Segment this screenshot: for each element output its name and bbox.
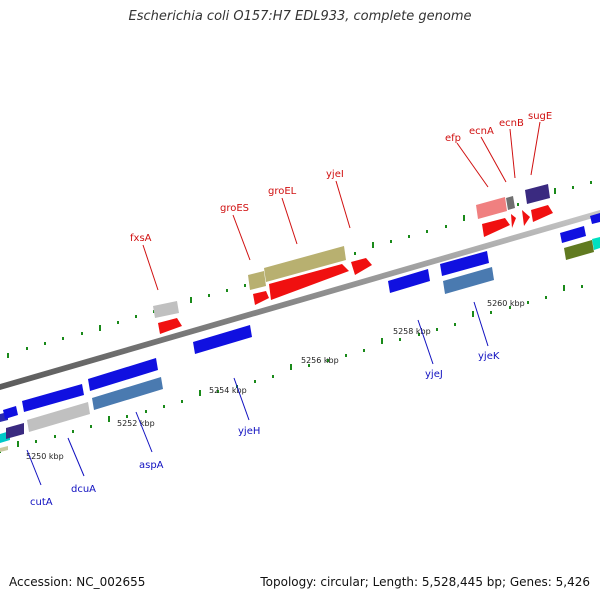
gene-label-ecnB: ecnB xyxy=(499,118,524,129)
gene-yjeH[interactable] xyxy=(193,325,252,354)
gene-yjeI[interactable] xyxy=(351,258,372,275)
tick-label-5254: 5254 kbp xyxy=(209,386,247,395)
gene-ecnA[interactable] xyxy=(506,196,515,210)
gene-feature[interactable] xyxy=(522,210,530,226)
genome-summary-text: Topology: circular; Length: 5,528,445 bp… xyxy=(260,575,590,589)
gene-feature[interactable] xyxy=(531,205,553,222)
gene-feature[interactable] xyxy=(269,264,349,300)
gene-sugE[interactable] xyxy=(525,184,550,204)
accession-text: Accession: NC_002655 xyxy=(9,575,146,589)
tick-label-5256: 5256 kbp xyxy=(301,356,339,365)
map-title: Escherichia coli O157:H7 EDL933, complet… xyxy=(128,9,472,24)
gene-feature[interactable] xyxy=(590,213,600,224)
tick-label-5260: 5260 kbp xyxy=(487,299,525,308)
gene-dcuA[interactable] xyxy=(22,384,84,412)
tick-label-5258: 5258 kbp xyxy=(393,327,431,336)
gene-feature[interactable] xyxy=(443,267,494,294)
gene-label-yjeJ: yjeJ xyxy=(425,369,443,380)
gene-label-yjeI: yjeI xyxy=(326,169,344,180)
gene-ecnB[interactable] xyxy=(511,214,516,228)
gene-label-cutA: cutA xyxy=(30,497,53,508)
gene-label-aspA: aspA xyxy=(139,460,164,471)
gene-label-fxsA: fxsA xyxy=(130,233,152,244)
gene-label-groEL: groEL xyxy=(268,186,297,197)
gene-label-dcuA: dcuA xyxy=(71,484,96,495)
gene-label-efp: efp xyxy=(445,133,461,144)
gene-feature[interactable] xyxy=(560,226,586,243)
forward-label-leaders xyxy=(142,121,541,291)
gene-feature[interactable] xyxy=(482,218,510,237)
gene-feature[interactable] xyxy=(3,406,18,419)
gene-label-groES: groES xyxy=(220,203,249,214)
reverse-strand-genes xyxy=(0,213,600,452)
gene-efp[interactable] xyxy=(476,197,507,219)
gene-yjeK[interactable] xyxy=(440,251,489,276)
gene-feature[interactable] xyxy=(0,446,8,452)
gene-groES[interactable] xyxy=(248,271,266,290)
gene-feature[interactable] xyxy=(564,240,594,260)
genome-backbone xyxy=(0,210,600,390)
gene-feature[interactable] xyxy=(27,402,90,432)
gene-yjeJ[interactable] xyxy=(388,269,430,293)
gene-fxsA[interactable] xyxy=(153,301,179,318)
gene-feature[interactable] xyxy=(253,291,269,305)
gene-groEL[interactable] xyxy=(264,246,346,282)
gene-feature[interactable] xyxy=(92,377,163,410)
gene-label-ecnA: ecnA xyxy=(469,126,494,137)
gene-label-yjeH: yjeH xyxy=(238,426,260,437)
tick-label-5250: 5250 kbp xyxy=(26,452,64,461)
gene-feature[interactable] xyxy=(6,423,24,439)
gene-label-yjeK: yjeK xyxy=(478,351,500,362)
gene-feature[interactable] xyxy=(158,318,182,334)
tick-label-5252: 5252 kbp xyxy=(117,419,155,428)
gene-label-sugE: sugE xyxy=(528,111,552,122)
gene-aspA[interactable] xyxy=(88,358,158,391)
reverse-label-leaders xyxy=(26,301,489,486)
gene-feature[interactable] xyxy=(592,237,600,250)
forward-strand-genes xyxy=(153,184,553,334)
